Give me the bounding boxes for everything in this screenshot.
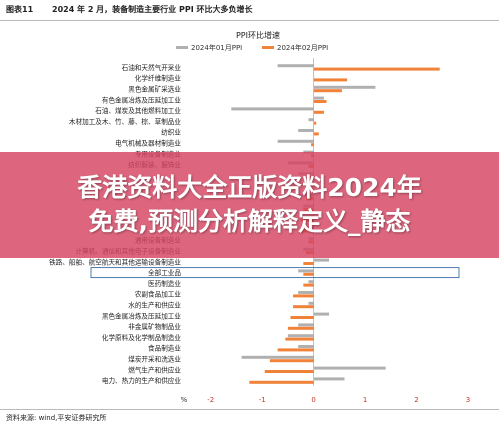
x-tick-label: -1 bbox=[259, 396, 266, 404]
bar-1 bbox=[249, 380, 314, 384]
legend-swatch-0 bbox=[176, 46, 188, 49]
category-label: 铁路、船舶、航空航天和其他运输设备制造业 bbox=[49, 257, 181, 266]
bar-1 bbox=[293, 305, 314, 309]
figure-header: 图表11 2024 年 2 月，装备制造主要行业 PPI 环比大多负增长 bbox=[0, 0, 499, 21]
watermark-line-2: 免费,预测分析解释定义_静态 bbox=[88, 207, 411, 236]
category-label: 水的生产和供应业 bbox=[128, 301, 181, 310]
bar-0 bbox=[313, 96, 324, 100]
bar-1 bbox=[303, 283, 314, 287]
bar-1 bbox=[313, 100, 327, 103]
category-label: 石油、煤炭及其他燃料加工业 bbox=[95, 106, 181, 115]
bar-0 bbox=[277, 139, 314, 143]
highlight-box bbox=[90, 267, 460, 279]
bar-1 bbox=[313, 110, 324, 114]
bar-1 bbox=[313, 89, 342, 93]
category-label: 煤炭开采和洗选业 bbox=[128, 355, 181, 364]
bar-0 bbox=[298, 129, 314, 132]
bar-1 bbox=[264, 370, 314, 373]
category-label: 电力、热力的生产和供应业 bbox=[102, 376, 182, 385]
legend-swatch-1 bbox=[262, 46, 274, 49]
bar-0 bbox=[313, 366, 386, 370]
bar-0 bbox=[277, 64, 314, 68]
bar-1 bbox=[277, 348, 314, 352]
bar-1 bbox=[313, 132, 319, 136]
bar-1 bbox=[303, 272, 314, 276]
x-tick-label: 2 bbox=[414, 396, 418, 404]
source-note: 资料来源: wind,平安证券研究所 bbox=[6, 414, 107, 422]
figure-title: 2024 年 2 月，装备制造主要行业 PPI 环比大多负增长 bbox=[52, 5, 253, 14]
bar-0 bbox=[241, 355, 314, 359]
bar-1 bbox=[313, 121, 317, 125]
bar-0 bbox=[313, 75, 315, 78]
bar-1 bbox=[303, 262, 314, 265]
category-label: 有色金属冶炼及压延加工业 bbox=[102, 95, 182, 104]
category-label: 纺织业 bbox=[161, 128, 181, 137]
bar-0 bbox=[308, 301, 314, 305]
category-label: 农副食品加工业 bbox=[135, 290, 182, 299]
bar-1 bbox=[290, 316, 314, 319]
figure-label: 图表11 bbox=[6, 5, 34, 14]
bar-1 bbox=[269, 359, 314, 363]
bar-1 bbox=[313, 78, 348, 82]
bar-0 bbox=[313, 312, 330, 316]
bar-0 bbox=[298, 269, 314, 273]
bar-0 bbox=[313, 258, 330, 262]
category-label: 石油和天然气开采业 bbox=[122, 63, 182, 72]
bar-1 bbox=[285, 337, 314, 341]
watermark-banner: 香港资料大全正版资料2024年 免费,预测分析解释定义_静态 bbox=[0, 152, 499, 258]
bar-0 bbox=[308, 280, 314, 284]
legend-label-1: 2024年02月PPI bbox=[277, 43, 328, 52]
category-label: 食品制造业 bbox=[148, 344, 181, 353]
x-unit-label: % bbox=[181, 396, 188, 404]
bar-0 bbox=[308, 118, 314, 122]
category-label: 黑色金属冶炼及压延加工业 bbox=[102, 311, 182, 320]
x-tick-label: -2 bbox=[207, 396, 214, 404]
x-tick-label: 3 bbox=[466, 396, 470, 404]
bar-0 bbox=[298, 345, 314, 348]
bar-1 bbox=[287, 326, 314, 330]
category-label: 全部工业品 bbox=[148, 268, 181, 277]
category-label: 电气机械及器材制造业 bbox=[115, 139, 181, 148]
bar-0 bbox=[231, 107, 314, 111]
bar-1 bbox=[313, 67, 440, 71]
bar-0 bbox=[298, 291, 314, 294]
legend-label-0: 2024年01月PPI bbox=[191, 43, 242, 52]
category-label: 燃气生产和供应业 bbox=[128, 365, 181, 374]
x-tick-label: 1 bbox=[363, 396, 367, 404]
figure-footer: 资料来源: wind,平安证券研究所 bbox=[0, 409, 499, 433]
bar-0 bbox=[313, 85, 376, 89]
bar-0 bbox=[313, 377, 345, 381]
category-label: 木材加工及木、竹、藤、棕、草制品业 bbox=[69, 117, 181, 126]
bar-1 bbox=[311, 143, 314, 147]
category-label: 非金属矿物制品业 bbox=[128, 322, 181, 331]
watermark-line-1: 香港资料大全正版资料2024年 bbox=[77, 173, 422, 202]
bar-0 bbox=[287, 334, 314, 338]
x-tick-label: 0 bbox=[311, 396, 315, 404]
category-label: 化学原料及化学制品制造业 bbox=[102, 333, 182, 342]
category-label: 医药制造业 bbox=[148, 279, 181, 288]
bar-0 bbox=[298, 323, 314, 327]
category-label: 黑色金属矿采选业 bbox=[128, 85, 181, 94]
bar-1 bbox=[293, 294, 314, 298]
chart-title: PPI环比增速 bbox=[236, 30, 280, 40]
category-label: 化学纤维制造业 bbox=[135, 74, 182, 83]
